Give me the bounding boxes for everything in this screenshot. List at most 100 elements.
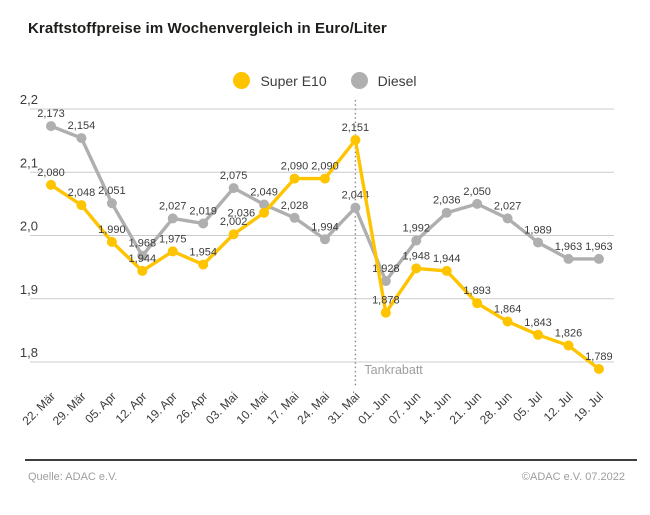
data-label-diesel: 2,027 bbox=[494, 200, 522, 212]
x-axis-tick-label: 05. Apr bbox=[82, 389, 119, 426]
data-point-diesel bbox=[593, 253, 604, 264]
data-label-super-e10: 1,878 bbox=[372, 295, 400, 307]
data-point-diesel bbox=[350, 202, 361, 213]
data-point-diesel bbox=[76, 133, 87, 144]
data-point-diesel bbox=[46, 121, 56, 132]
data-label-diesel: 2,154 bbox=[68, 120, 96, 132]
data-point-super-e10 bbox=[106, 236, 117, 247]
tankrabatt-label: Tankrabatt bbox=[364, 363, 423, 377]
data-label-diesel: 2,019 bbox=[189, 205, 217, 217]
data-label-super-e10: 2,080 bbox=[37, 167, 65, 179]
y-axis-tick-label: 1,9 bbox=[20, 282, 38, 297]
data-point-diesel bbox=[106, 198, 117, 209]
data-point-super-e10 bbox=[472, 298, 483, 309]
data-point-diesel bbox=[137, 250, 148, 261]
data-point-super-e10 bbox=[198, 259, 209, 270]
data-label-super-e10: 2,048 bbox=[68, 187, 96, 199]
data-label-diesel: 2,051 bbox=[98, 185, 126, 197]
y-axis-tick-label: 2,2 bbox=[20, 92, 38, 107]
x-axis-tick-label: 19. Apr bbox=[143, 389, 180, 426]
x-axis-tick-label: 28. Jun bbox=[477, 389, 515, 427]
data-label-diesel: 1,963 bbox=[555, 241, 583, 253]
data-point-super-e10 bbox=[76, 200, 87, 211]
data-label-diesel: 2,036 bbox=[433, 195, 461, 207]
data-label-diesel: 2,075 bbox=[220, 170, 248, 182]
x-axis-tick-label: 01. Jun bbox=[355, 389, 393, 427]
data-label-super-e10: 1,893 bbox=[463, 285, 491, 297]
data-label-diesel: 2,173 bbox=[37, 108, 65, 120]
legend-label-super-e10: Super E10 bbox=[260, 72, 327, 89]
x-axis-tick-label: 07. Jun bbox=[386, 389, 424, 427]
data-label-super-e10: 2,002 bbox=[220, 216, 248, 228]
footer-divider bbox=[25, 459, 637, 461]
data-label-super-e10: 1,990 bbox=[98, 224, 126, 236]
x-axis-tick-label: 03. Mai bbox=[203, 389, 241, 427]
data-label-super-e10: 2,036 bbox=[228, 208, 256, 220]
data-point-super-e10 bbox=[411, 263, 422, 274]
data-point-diesel bbox=[533, 237, 544, 248]
data-point-diesel bbox=[502, 213, 513, 224]
copyright-text: ©ADAC e.V. 07.2022 bbox=[521, 471, 625, 483]
data-label-super-e10: 1,864 bbox=[494, 304, 522, 316]
data-point-super-e10 bbox=[228, 229, 239, 240]
data-label-super-e10: 1,843 bbox=[524, 317, 552, 329]
x-axis-tick-label: 22. Mär bbox=[19, 389, 58, 428]
y-axis-tick-label: 2,0 bbox=[20, 219, 38, 234]
data-point-diesel bbox=[198, 218, 209, 229]
data-point-diesel bbox=[472, 198, 483, 209]
data-label-diesel: 2,049 bbox=[250, 187, 278, 199]
data-point-super-e10 bbox=[563, 340, 574, 351]
data-point-super-e10 bbox=[441, 265, 452, 276]
y-axis-tick-label: 2,1 bbox=[20, 155, 38, 170]
x-axis-tick-label: 29. Mär bbox=[50, 389, 89, 428]
data-label-super-e10: 1,826 bbox=[555, 328, 583, 340]
data-label-diesel: 2,027 bbox=[159, 200, 187, 212]
legend-item-diesel: Diesel bbox=[350, 72, 417, 89]
data-label-super-e10: 2,151 bbox=[342, 122, 370, 134]
super-e10-marker-icon bbox=[233, 72, 251, 89]
data-point-diesel bbox=[411, 235, 422, 246]
x-axis-tick-label: 26. Apr bbox=[174, 389, 211, 426]
data-label-diesel: 1,989 bbox=[524, 224, 552, 236]
data-point-super-e10 bbox=[502, 316, 513, 327]
data-label-super-e10: 1,948 bbox=[403, 250, 431, 262]
data-label-diesel: 1,968 bbox=[129, 238, 157, 250]
data-point-diesel bbox=[289, 212, 300, 223]
x-axis-tick-label: 19. Jul bbox=[571, 389, 606, 424]
x-axis-tick-label: 24. Mai bbox=[294, 389, 332, 427]
data-label-super-e10: 1,789 bbox=[585, 351, 613, 363]
x-axis-tick-label: 31. Mai bbox=[325, 389, 363, 427]
data-label-super-e10: 1,944 bbox=[129, 253, 157, 265]
data-label-diesel: 1,992 bbox=[403, 223, 431, 235]
x-axis-tick-label: 12. Apr bbox=[113, 389, 150, 426]
data-point-super-e10 bbox=[259, 207, 270, 218]
diesel-marker-icon bbox=[350, 72, 368, 89]
data-point-super-e10 bbox=[319, 173, 330, 184]
data-label-super-e10: 1,975 bbox=[159, 233, 187, 245]
data-label-diesel: 2,028 bbox=[281, 200, 309, 212]
legend: Super E10 Diesel bbox=[0, 72, 650, 89]
chart-title: Kraftstoffpreise im Wochenvergleich in E… bbox=[28, 20, 387, 37]
x-axis-tick-label: 14. Jun bbox=[416, 389, 454, 427]
x-axis-tick-label: 12. Jul bbox=[541, 389, 576, 424]
data-point-super-e10 bbox=[167, 246, 178, 257]
data-point-diesel bbox=[228, 183, 239, 194]
data-point-diesel bbox=[380, 276, 391, 287]
x-axis-tick-label: 10. Mai bbox=[233, 389, 271, 427]
legend-label-diesel: Diesel bbox=[377, 72, 417, 89]
data-point-diesel bbox=[441, 207, 452, 218]
legend-item-super-e10: Super E10 bbox=[233, 72, 327, 89]
data-label-super-e10: 2,090 bbox=[311, 161, 339, 173]
data-point-diesel bbox=[563, 253, 574, 264]
data-label-diesel: 2,044 bbox=[342, 190, 370, 202]
x-axis-tick-label: 17. Mai bbox=[264, 389, 302, 427]
data-point-super-e10 bbox=[350, 134, 361, 145]
data-label-diesel: 1,963 bbox=[585, 241, 613, 253]
data-point-super-e10 bbox=[137, 265, 148, 276]
x-axis-tick-label: 05. Jul bbox=[510, 389, 545, 424]
data-point-super-e10 bbox=[380, 307, 391, 318]
data-point-diesel bbox=[319, 234, 330, 245]
data-point-super-e10 bbox=[593, 363, 604, 374]
data-point-super-e10 bbox=[533, 329, 544, 340]
